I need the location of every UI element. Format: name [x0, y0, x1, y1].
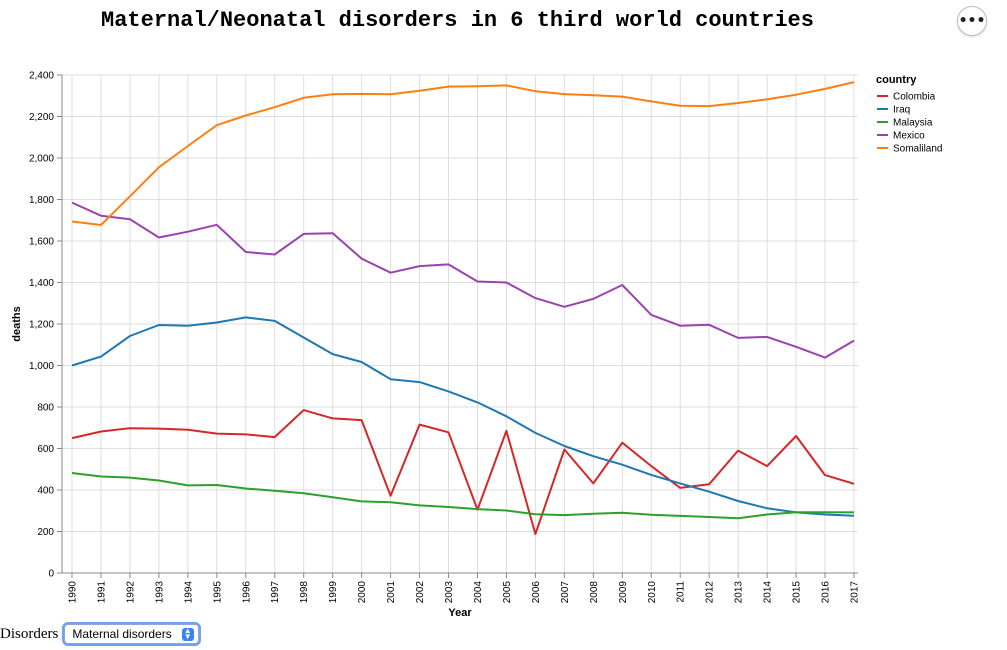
x-tick-label: 1992: [125, 581, 136, 604]
legend-label: Mexico: [893, 131, 925, 142]
chart-legend: country Colombia Iraq Malaysia Mexico Somalil…: [876, 74, 942, 155]
x-tick-label: 2003: [444, 581, 455, 604]
x-tick-label: 1999: [328, 581, 339, 604]
y-tick-label: 1,400: [29, 278, 54, 289]
legend-label: Iraq: [893, 105, 910, 116]
y-tick-label: 1,600: [29, 237, 54, 248]
ellipsis-icon: •••: [958, 13, 986, 29]
y-tick-label: 1,200: [29, 320, 54, 331]
disorders-select-value: Maternal disorders: [72, 627, 172, 641]
updown-chevron-icon: ▲ ▼: [181, 627, 194, 641]
legend-label: Somaliland: [893, 144, 942, 155]
legend-label: Malaysia: [893, 118, 933, 129]
y-tick-label: 2,200: [29, 112, 54, 123]
series-line-mexico: [71, 201, 855, 359]
x-tick-label: 2007: [560, 581, 571, 604]
y-tick-label: 600: [37, 444, 54, 455]
x-tick-label: 2012: [705, 581, 716, 604]
x-tick-label: 2005: [502, 581, 513, 604]
legend-title: country: [876, 74, 917, 86]
line-chart: 0 200 400 600 800 1,000 1,200 1,400 1,600 1,800 2,…: [11, 71, 942, 620]
disorders-label: Disorders: [0, 625, 59, 642]
x-tick-label: 2004: [473, 581, 484, 604]
x-tick-label: 2000: [357, 581, 368, 604]
x-tick-label: 2011: [676, 581, 687, 603]
x-tick-label: 1995: [212, 581, 223, 604]
chart-title: Maternal/Neonatal disorders in 6 third w…: [101, 8, 814, 33]
y-tick-label: 0: [48, 569, 54, 580]
x-tick-label: 1993: [154, 581, 165, 604]
x-axis-title: Year: [448, 607, 472, 619]
y-tick-label: 400: [37, 486, 54, 497]
x-tick-label: 1998: [299, 581, 310, 604]
x-axis: 1990 1991 1992 1993 1994 1995 1996 1997 1998 1999…: [62, 572, 861, 619]
x-tick-label: 1991: [96, 581, 107, 604]
series-line-somaliland: [71, 81, 855, 226]
y-tick-label: 1,000: [29, 361, 54, 372]
x-tick-label: 1990: [68, 581, 79, 604]
x-tick-label: 2009: [618, 581, 629, 604]
y-tick-label: 800: [37, 403, 54, 414]
series-line-colombia: [71, 409, 855, 535]
x-tick-label: 2017: [850, 581, 861, 604]
x-tick-label: 1997: [270, 581, 281, 604]
series-line-malaysia: [71, 472, 855, 520]
x-tick-label: 2015: [792, 581, 803, 604]
legend-label: Colombia: [893, 92, 936, 103]
x-tick-label: 2014: [763, 581, 774, 604]
x-tick-label: 2013: [734, 581, 745, 604]
disorders-select[interactable]: Maternal disorders ▲ ▼: [64, 624, 199, 644]
more-actions-button[interactable]: •••: [957, 6, 987, 36]
x-tick-label: 1996: [241, 581, 252, 604]
y-tick-label: 2,000: [29, 154, 54, 165]
y-axis-title: deaths: [11, 306, 23, 341]
disorders-control: Disorders Maternal disorders ▲ ▼: [0, 623, 199, 645]
x-tick-label: 2010: [647, 581, 658, 604]
x-tick-label: 2002: [415, 581, 426, 604]
x-tick-label: 2016: [821, 581, 832, 604]
x-tick-label: 2008: [589, 581, 600, 604]
chart-grid: [62, 74, 858, 574]
y-axis: 0 200 400 600 800 1,000 1,200 1,400 1,600 1,800 2,…: [11, 71, 63, 580]
x-tick-label: 2001: [386, 581, 397, 604]
y-tick-label: 2,400: [29, 71, 54, 82]
y-tick-label: 200: [37, 527, 54, 538]
x-tick-label: 2006: [531, 581, 542, 604]
x-tick-label: 1994: [183, 581, 194, 604]
series-line-iraq: [71, 316, 855, 517]
y-tick-label: 1,800: [29, 195, 54, 206]
chart-series: [71, 81, 855, 535]
